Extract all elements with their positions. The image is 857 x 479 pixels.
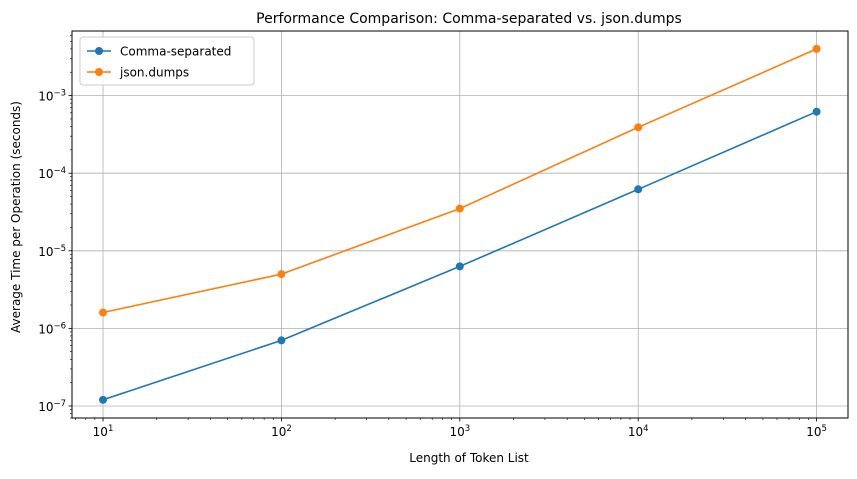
data-point-comma-separated xyxy=(634,185,643,194)
x-tick-exponent: 5 xyxy=(822,424,827,434)
y-tick-exponent: −7 xyxy=(53,399,66,409)
y-tick-base: 10 xyxy=(38,400,53,414)
x-tick-label: 102 xyxy=(271,424,292,439)
x-tick-label: 101 xyxy=(93,424,114,439)
x-tick-base: 10 xyxy=(806,425,821,439)
y-tick-exponent: −5 xyxy=(53,244,66,254)
y-tick-base: 10 xyxy=(38,90,53,104)
x-tick-exponent: 4 xyxy=(643,424,648,434)
x-tick-label: 105 xyxy=(806,424,827,439)
series-layer xyxy=(99,44,821,404)
data-point-json-dumps xyxy=(455,204,464,213)
x-tick-base: 10 xyxy=(93,425,108,439)
legend-box xyxy=(79,36,255,86)
x-tick-base: 10 xyxy=(449,425,464,439)
y-tick-exponent: −4 xyxy=(53,166,66,176)
x-tick-label: 103 xyxy=(449,424,470,439)
x-tick-exponent: 3 xyxy=(465,424,470,434)
data-point-comma-separated xyxy=(99,395,108,404)
y-tick-exponent: −3 xyxy=(53,89,66,99)
data-point-json-dumps xyxy=(99,308,108,317)
x-tick-base: 10 xyxy=(628,425,643,439)
x-tick-base: 10 xyxy=(271,425,286,439)
y-tick-label: 10−3 xyxy=(38,89,66,104)
y-tick-label: 10−7 xyxy=(38,399,66,414)
grid xyxy=(72,31,848,418)
y-axis-label: Average Time per Operation (seconds) xyxy=(9,101,23,333)
x-tick-label: 104 xyxy=(628,424,649,439)
chart-title: Performance Comparison: Comma-separated … xyxy=(256,11,682,27)
legend: Comma-separated json.dumps xyxy=(79,36,255,86)
data-point-comma-separated xyxy=(455,262,464,271)
y-tick-label: 10−5 xyxy=(38,244,66,259)
y-tick-base: 10 xyxy=(38,245,53,259)
data-point-comma-separated xyxy=(812,107,821,116)
y-tick-exponent: −6 xyxy=(53,321,66,331)
y-tick-label: 10−6 xyxy=(38,321,66,336)
legend-label: Comma-separated xyxy=(120,45,231,59)
x-axis-label: Length of Token List xyxy=(409,451,529,465)
data-point-json-dumps xyxy=(277,270,286,279)
y-tick-base: 10 xyxy=(38,322,53,336)
data-point-json-dumps xyxy=(634,123,643,132)
legend-label: json.dumps xyxy=(119,66,189,80)
x-tick-exponent: 1 xyxy=(108,424,113,434)
y-tick-base: 10 xyxy=(38,167,53,181)
legend-marker xyxy=(95,47,103,55)
x-tick-exponent: 2 xyxy=(286,424,291,434)
legend-marker xyxy=(95,68,103,76)
y-tick-label: 10−4 xyxy=(38,166,66,181)
data-point-comma-separated xyxy=(277,336,286,345)
data-point-json-dumps xyxy=(812,44,821,53)
